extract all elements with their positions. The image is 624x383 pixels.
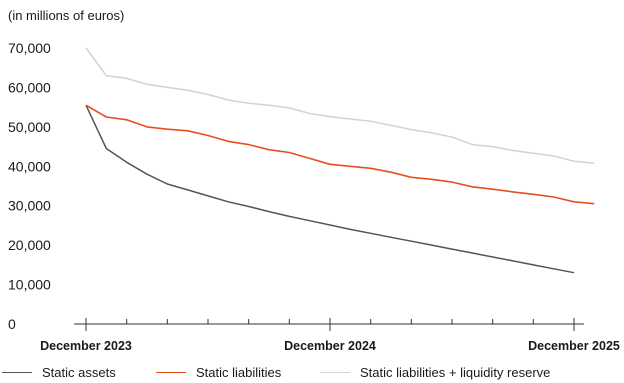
y-tick-label: 30,000: [8, 198, 51, 214]
legend-item-liquidity-reserve: Static liabilities + liquidity reserve: [320, 365, 550, 380]
y-tick-label: 20,000: [8, 237, 51, 253]
legend: Static assets Static liabilities Static …: [0, 362, 624, 382]
x-tick-label: December 2023: [40, 339, 132, 353]
line-chart: 0 10,000 20,000 30,000 40,000 50,000 60,000 70,…: [8, 40, 620, 353]
legend-label-static-liabilities: Static liabilities: [196, 365, 282, 380]
legend-item-static-liabilities: Static liabilities: [156, 365, 281, 380]
x-tick-label: December 2024: [284, 339, 376, 353]
legend-item-static-assets: Static assets: [2, 365, 116, 380]
legend-label-static-assets: Static assets: [42, 365, 116, 380]
x-axis-labels: December 2023 December 2024 December 2025: [40, 318, 620, 353]
y-tick-label: 40,000: [8, 158, 51, 174]
series-line: [85, 47, 595, 164]
y-tick-label: 10,000: [8, 277, 51, 293]
legend-swatch-liquidity-reserve: [320, 371, 350, 374]
legend-swatch-static-liabilities: [156, 371, 186, 374]
legend-label-liquidity-reserve: Static liabilities + liquidity reserve: [360, 365, 551, 380]
x-axis-minor-ticks: [85, 319, 575, 324]
y-tick-label: 0: [8, 316, 16, 332]
x-tick-label: December 2025: [528, 339, 620, 353]
y-tick-label: 50,000: [8, 119, 51, 135]
legend-swatch-static-assets: [2, 371, 32, 374]
series-line: [85, 104, 575, 274]
series-lines: [85, 47, 595, 274]
y-tick-label: 70,000: [8, 40, 51, 56]
y-tick-label: 60,000: [8, 79, 51, 95]
series-line: [85, 104, 595, 205]
unit-label: (in millions of euros): [8, 8, 125, 23]
y-axis-ticks: 0 10,000 20,000 30,000 40,000 50,000 60,000 70,…: [8, 40, 51, 332]
